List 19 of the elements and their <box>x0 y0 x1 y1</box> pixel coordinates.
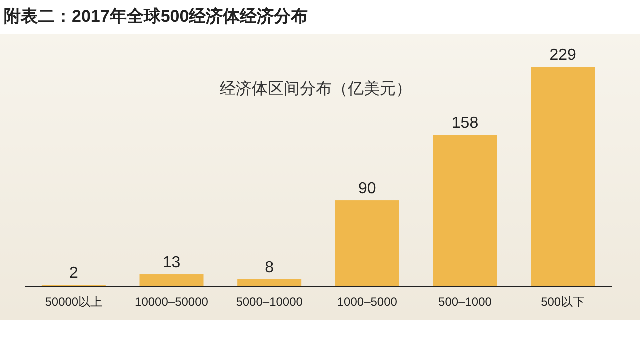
text: 经济体区间分布（亿美元） <box>220 80 412 98</box>
x-tick-label: 500以下 <box>541 295 586 309</box>
bar <box>531 67 596 287</box>
x-tick-label: 10000–50000 <box>135 295 209 309</box>
x-tick-label: 1000–5000 <box>337 295 398 309</box>
bar <box>433 135 498 287</box>
bar <box>238 279 302 287</box>
chart-title: 附表二：2017年全球500经济体经济分布 <box>4 7 308 26</box>
x-tick-label: 50000以上 <box>45 295 103 309</box>
data-label: 158 <box>452 115 479 132</box>
bar <box>140 274 204 287</box>
data-label: 8 <box>265 259 274 276</box>
bar <box>335 200 400 287</box>
data-label: 2 <box>69 265 78 282</box>
data-label: 13 <box>162 254 181 272</box>
data-label: 229 <box>550 47 577 64</box>
x-tick-label: 500–1000 <box>438 295 492 309</box>
data-label: 90 <box>358 180 376 198</box>
x-tick-label: 5000–10000 <box>236 295 304 309</box>
